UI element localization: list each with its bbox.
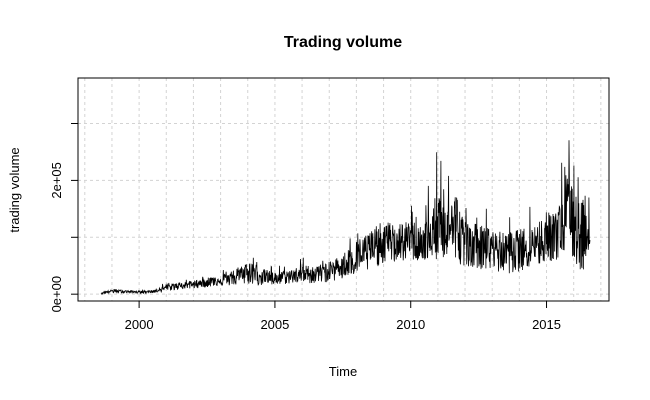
- x-tick-label: 2015: [532, 317, 561, 332]
- x-tick-label: 2010: [396, 317, 425, 332]
- chart-title: Trading volume: [284, 34, 402, 51]
- x-axis: 2000 2005 2010 2015: [125, 301, 561, 332]
- y-axis: 0e+00 2e+05: [49, 123, 78, 313]
- volume-line: [100, 140, 591, 296]
- y-tick-label: 2e+05: [49, 162, 64, 199]
- y-tick-label: 0e+00: [49, 276, 64, 313]
- series-trading-volume: [100, 140, 591, 296]
- x-tick-label: 2005: [260, 317, 289, 332]
- x-tick-label: 2000: [125, 317, 154, 332]
- y-axis-label: trading volume: [7, 147, 22, 232]
- grid-lines: [78, 78, 609, 301]
- x-axis-label: Time: [329, 364, 357, 379]
- plot-frame: [77, 77, 610, 302]
